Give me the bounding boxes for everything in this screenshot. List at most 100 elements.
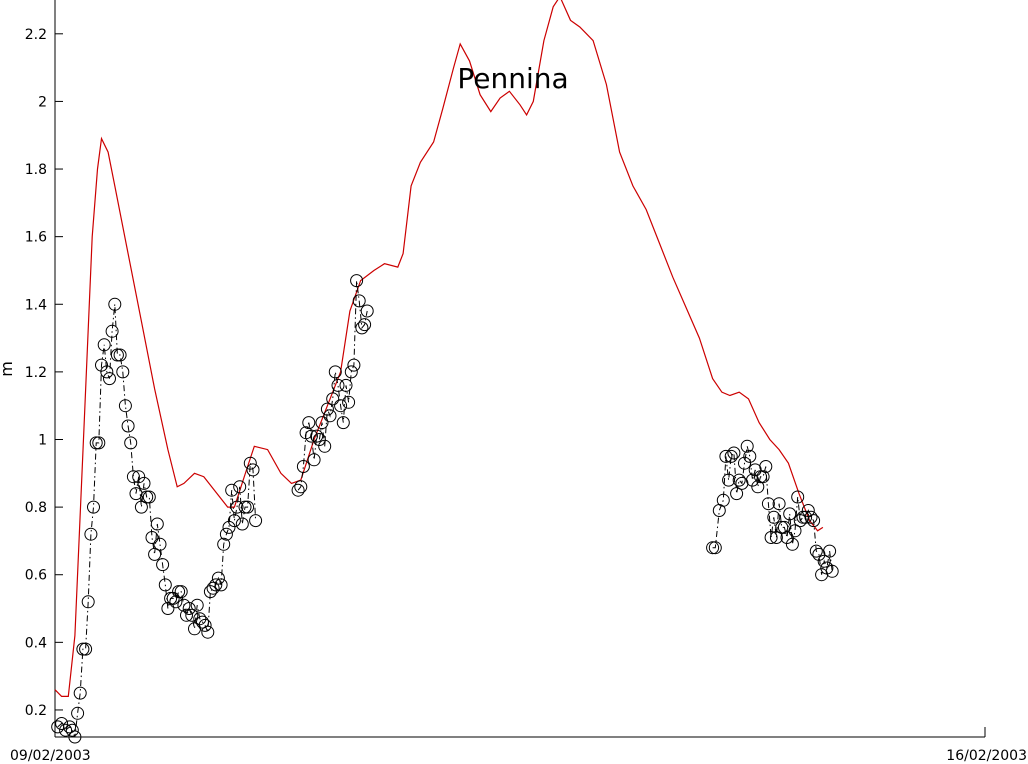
y-tick-label: 1 — [38, 432, 47, 448]
data-point-marker — [172, 585, 186, 599]
data-point-marker — [142, 490, 156, 504]
data-point-marker — [126, 470, 140, 484]
x-tick-label: 16/02/2003 — [946, 748, 1027, 764]
data-point-marker — [63, 720, 77, 734]
data-point-marker — [73, 686, 87, 700]
y-tick-label: 0.8 — [25, 500, 47, 516]
data-point-marker — [190, 598, 204, 612]
data-point-marker — [110, 348, 124, 362]
data-point-marker — [724, 449, 738, 463]
y-tick-label: 2 — [38, 94, 47, 110]
data-point-marker — [310, 429, 324, 443]
series-black-dashdot-line — [57, 304, 257, 738]
data-point-marker — [791, 490, 805, 504]
data-point-marker — [780, 531, 794, 544]
data-point-marker — [738, 456, 751, 470]
data-point-marker — [785, 537, 799, 551]
data-point-marker — [134, 500, 148, 514]
data-point-marker — [799, 510, 813, 524]
data-point-marker — [185, 608, 199, 622]
data-point-marker — [145, 531, 159, 544]
data-point-marker — [323, 409, 337, 423]
data-point-marker — [79, 642, 93, 656]
data-point-marker — [326, 392, 340, 406]
data-point-marker — [113, 348, 127, 362]
data-point-marker — [238, 500, 252, 514]
series-black-segment — [291, 274, 374, 497]
data-point-marker — [55, 717, 69, 730]
data-point-marker — [730, 487, 744, 501]
data-point-marker — [761, 497, 775, 511]
series-black-dashdot-line — [712, 446, 833, 575]
data-point-marker — [801, 504, 815, 517]
data-point-marker — [87, 500, 100, 514]
data-point-marker — [132, 470, 146, 484]
data-point-marker — [137, 476, 151, 490]
data-point-marker — [193, 612, 207, 626]
data-point-marker — [243, 456, 257, 470]
data-point-marker — [740, 439, 754, 453]
data-point-marker — [249, 514, 263, 528]
data-point-marker — [97, 338, 111, 352]
data-point-marker — [76, 642, 90, 656]
data-point-marker — [211, 571, 225, 585]
data-point-marker — [706, 541, 720, 555]
data-point-marker — [320, 402, 334, 416]
data-point-marker — [302, 416, 316, 430]
chart-title: Pennina — [457, 62, 568, 95]
data-point-marker — [764, 531, 778, 544]
data-point-marker — [360, 304, 374, 318]
data-point-marker — [328, 365, 342, 379]
data-point-marker — [719, 449, 733, 463]
data-point-marker — [788, 524, 802, 538]
data-point-marker — [307, 453, 321, 467]
data-point-marker — [158, 578, 172, 592]
data-point-marker — [716, 493, 730, 507]
data-point-marker — [100, 365, 114, 379]
y-tick-label: 1.4 — [25, 297, 47, 313]
data-point-marker — [230, 500, 244, 514]
data-point-marker — [92, 436, 106, 450]
data-point-marker — [318, 439, 332, 453]
data-point-marker — [342, 395, 356, 409]
data-point-marker — [150, 517, 164, 531]
data-point-marker — [817, 554, 831, 568]
data-point-marker — [331, 378, 345, 392]
data-point-marker — [315, 416, 329, 430]
series-red-line — [54, 0, 824, 697]
data-point-marker — [804, 510, 818, 524]
data-point-marker — [116, 365, 130, 379]
data-point-marker — [233, 480, 247, 494]
data-point-marker — [166, 591, 180, 605]
data-point-marker — [732, 473, 746, 487]
y-tick-label: 0.2 — [25, 703, 47, 719]
data-point-marker — [304, 429, 318, 443]
data-point-marker — [81, 595, 95, 609]
data-point-marker — [312, 433, 326, 446]
data-point-marker — [754, 470, 767, 484]
data-point-marker — [225, 483, 239, 497]
data-point-marker — [153, 537, 167, 551]
data-point-marker — [751, 480, 765, 494]
data-point-marker — [355, 321, 369, 335]
data-point-marker — [118, 399, 132, 413]
data-point-marker — [95, 358, 108, 372]
y-tick-label: 1.8 — [25, 162, 47, 178]
data-point-marker — [182, 602, 196, 615]
data-point-marker — [201, 625, 215, 639]
data-point-marker — [775, 520, 789, 534]
data-point-marker — [209, 578, 223, 592]
data-point-marker — [59, 723, 73, 737]
y-tick-label: 0.4 — [25, 635, 47, 651]
series-layer — [51, 0, 839, 744]
data-point-marker — [65, 723, 79, 737]
data-point-marker — [108, 297, 122, 311]
data-point-marker — [825, 564, 839, 578]
data-point-marker — [783, 507, 797, 521]
data-point-marker — [219, 527, 233, 541]
data-point-marker — [140, 490, 154, 504]
data-point-marker — [89, 436, 103, 450]
y-tick-label: 2.2 — [25, 27, 47, 43]
data-point-marker — [121, 419, 135, 433]
data-point-marker — [105, 324, 119, 338]
